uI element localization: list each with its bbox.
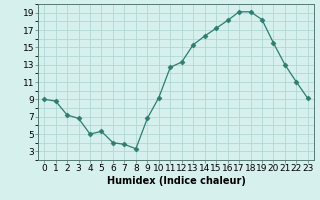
X-axis label: Humidex (Indice chaleur): Humidex (Indice chaleur): [107, 176, 245, 186]
